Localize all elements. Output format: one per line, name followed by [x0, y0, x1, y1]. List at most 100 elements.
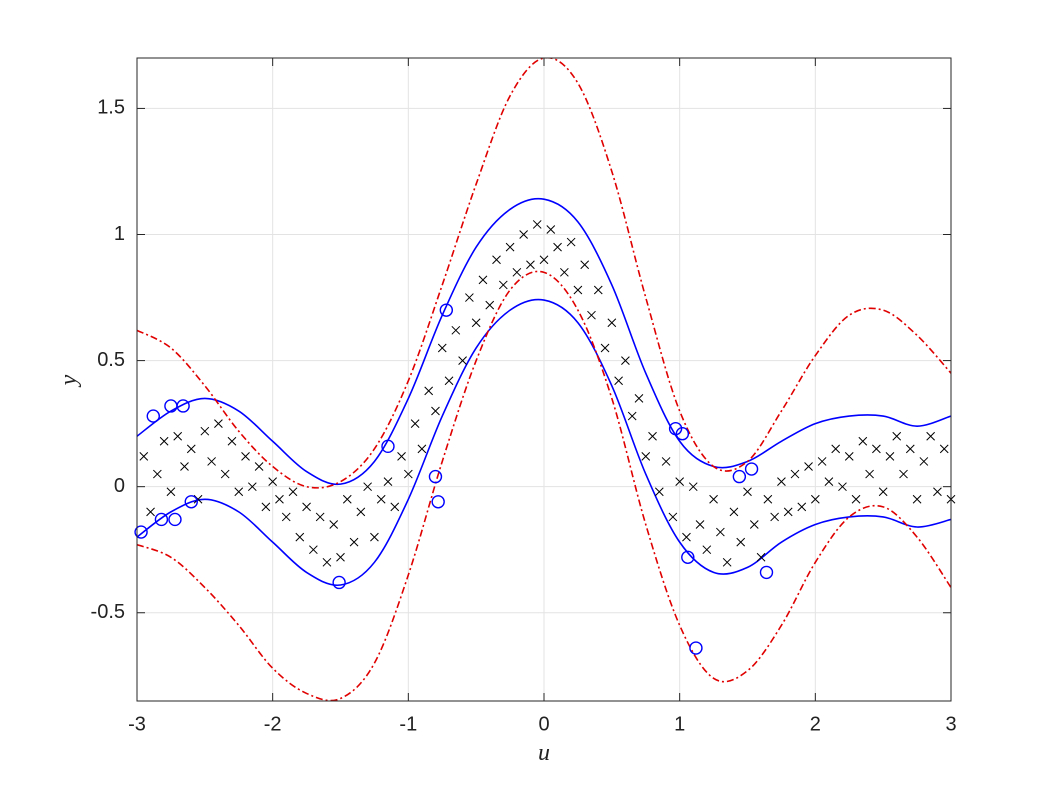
circle-marker: [675, 427, 690, 441]
x-marker: [322, 557, 332, 567]
x-marker: [729, 507, 739, 517]
x-marker: [824, 477, 834, 486]
x-marker: [722, 557, 732, 567]
x-marker: [227, 436, 237, 446]
curve: [137, 197, 951, 486]
x-marker: [804, 462, 813, 471]
x-marker: [288, 487, 298, 497]
x-marker: [783, 507, 793, 517]
y-axis-label: y: [56, 374, 82, 387]
circle-marker: [168, 512, 182, 527]
circle-marker: [176, 399, 190, 413]
x-marker: [939, 444, 949, 454]
x-marker: [152, 469, 162, 479]
x-tick-label: 1: [674, 713, 685, 735]
x-marker: [817, 457, 827, 466]
x-marker: [376, 494, 386, 504]
x-marker: [756, 552, 766, 562]
x-marker: [458, 356, 467, 365]
x-marker: [505, 242, 515, 252]
x-marker: [743, 487, 752, 497]
x-marker: [777, 477, 786, 486]
circle-marker: [439, 303, 454, 317]
x-marker: [858, 436, 868, 446]
x-tick-label: 3: [945, 713, 956, 735]
x-tick-label: -3: [128, 713, 146, 735]
x-marker: [892, 431, 902, 441]
x-marker: [261, 502, 271, 512]
x-marker: [573, 285, 583, 295]
x-marker: [512, 267, 522, 277]
x-marker: [790, 469, 800, 479]
x-marker: [926, 431, 936, 441]
circle-marker: [134, 525, 148, 539]
axes-box: [136, 57, 952, 702]
x-marker: [241, 452, 250, 461]
x-marker: [865, 469, 874, 479]
x-marker: [173, 431, 183, 441]
x-marker: [478, 275, 488, 285]
x-marker: [356, 507, 366, 517]
x-marker: [220, 469, 230, 479]
x-marker: [587, 310, 596, 320]
x-marker: [275, 494, 284, 504]
x-marker: [410, 419, 420, 428]
x-marker: [295, 532, 305, 542]
x-marker: [559, 267, 569, 277]
x-marker: [810, 494, 820, 504]
circle-marker: [681, 550, 695, 564]
x-marker: [885, 452, 895, 461]
x-marker: [166, 487, 176, 497]
circle-marker: [689, 641, 703, 655]
x-marker: [370, 532, 379, 542]
x-marker: [695, 520, 705, 529]
x-marker: [933, 487, 942, 497]
circle-marker: [431, 495, 445, 509]
circle-marker: [184, 495, 198, 509]
x-tick-label: -2: [264, 713, 282, 735]
x-marker: [607, 318, 617, 328]
x-marker: [539, 255, 549, 265]
x-marker: [186, 444, 196, 454]
x-marker: [465, 293, 474, 302]
circle-marker: [744, 462, 759, 476]
x-marker: [336, 552, 345, 562]
x-marker: [390, 502, 400, 512]
x-tick-label: 0: [538, 713, 549, 735]
x-marker: [682, 532, 691, 542]
x-marker: [668, 512, 678, 522]
x-marker: [736, 537, 746, 547]
x-marker: [329, 520, 339, 529]
x-marker: [851, 494, 861, 504]
y-tick-label: 0.5: [97, 349, 125, 371]
x-marker: [363, 482, 372, 492]
x-marker: [580, 260, 590, 270]
x-marker: [451, 325, 461, 335]
x-marker: [675, 477, 685, 486]
circle-marker: [146, 409, 160, 423]
x-marker: [397, 452, 406, 461]
x-marker: [180, 462, 189, 471]
x-marker: [315, 512, 325, 522]
x-marker: [912, 494, 922, 504]
x-marker: [342, 494, 352, 504]
circle-marker: [668, 421, 683, 436]
y-tick-label: -0.5: [91, 601, 125, 623]
x-marker: [471, 318, 481, 328]
x-marker: [431, 406, 440, 416]
x-marker: [641, 452, 651, 461]
x-marker: [146, 507, 155, 517]
x-axis-label: u: [538, 740, 550, 766]
x-marker: [661, 457, 671, 466]
circle-marker: [759, 565, 774, 580]
x-marker: [437, 343, 447, 353]
circle-marker: [428, 469, 443, 484]
x-marker: [763, 494, 773, 504]
x-marker: [600, 343, 610, 353]
x-marker: [485, 300, 495, 310]
x-marker: [281, 512, 291, 522]
x-marker: [797, 502, 807, 512]
x-marker: [919, 457, 929, 466]
x-marker: [403, 469, 413, 479]
